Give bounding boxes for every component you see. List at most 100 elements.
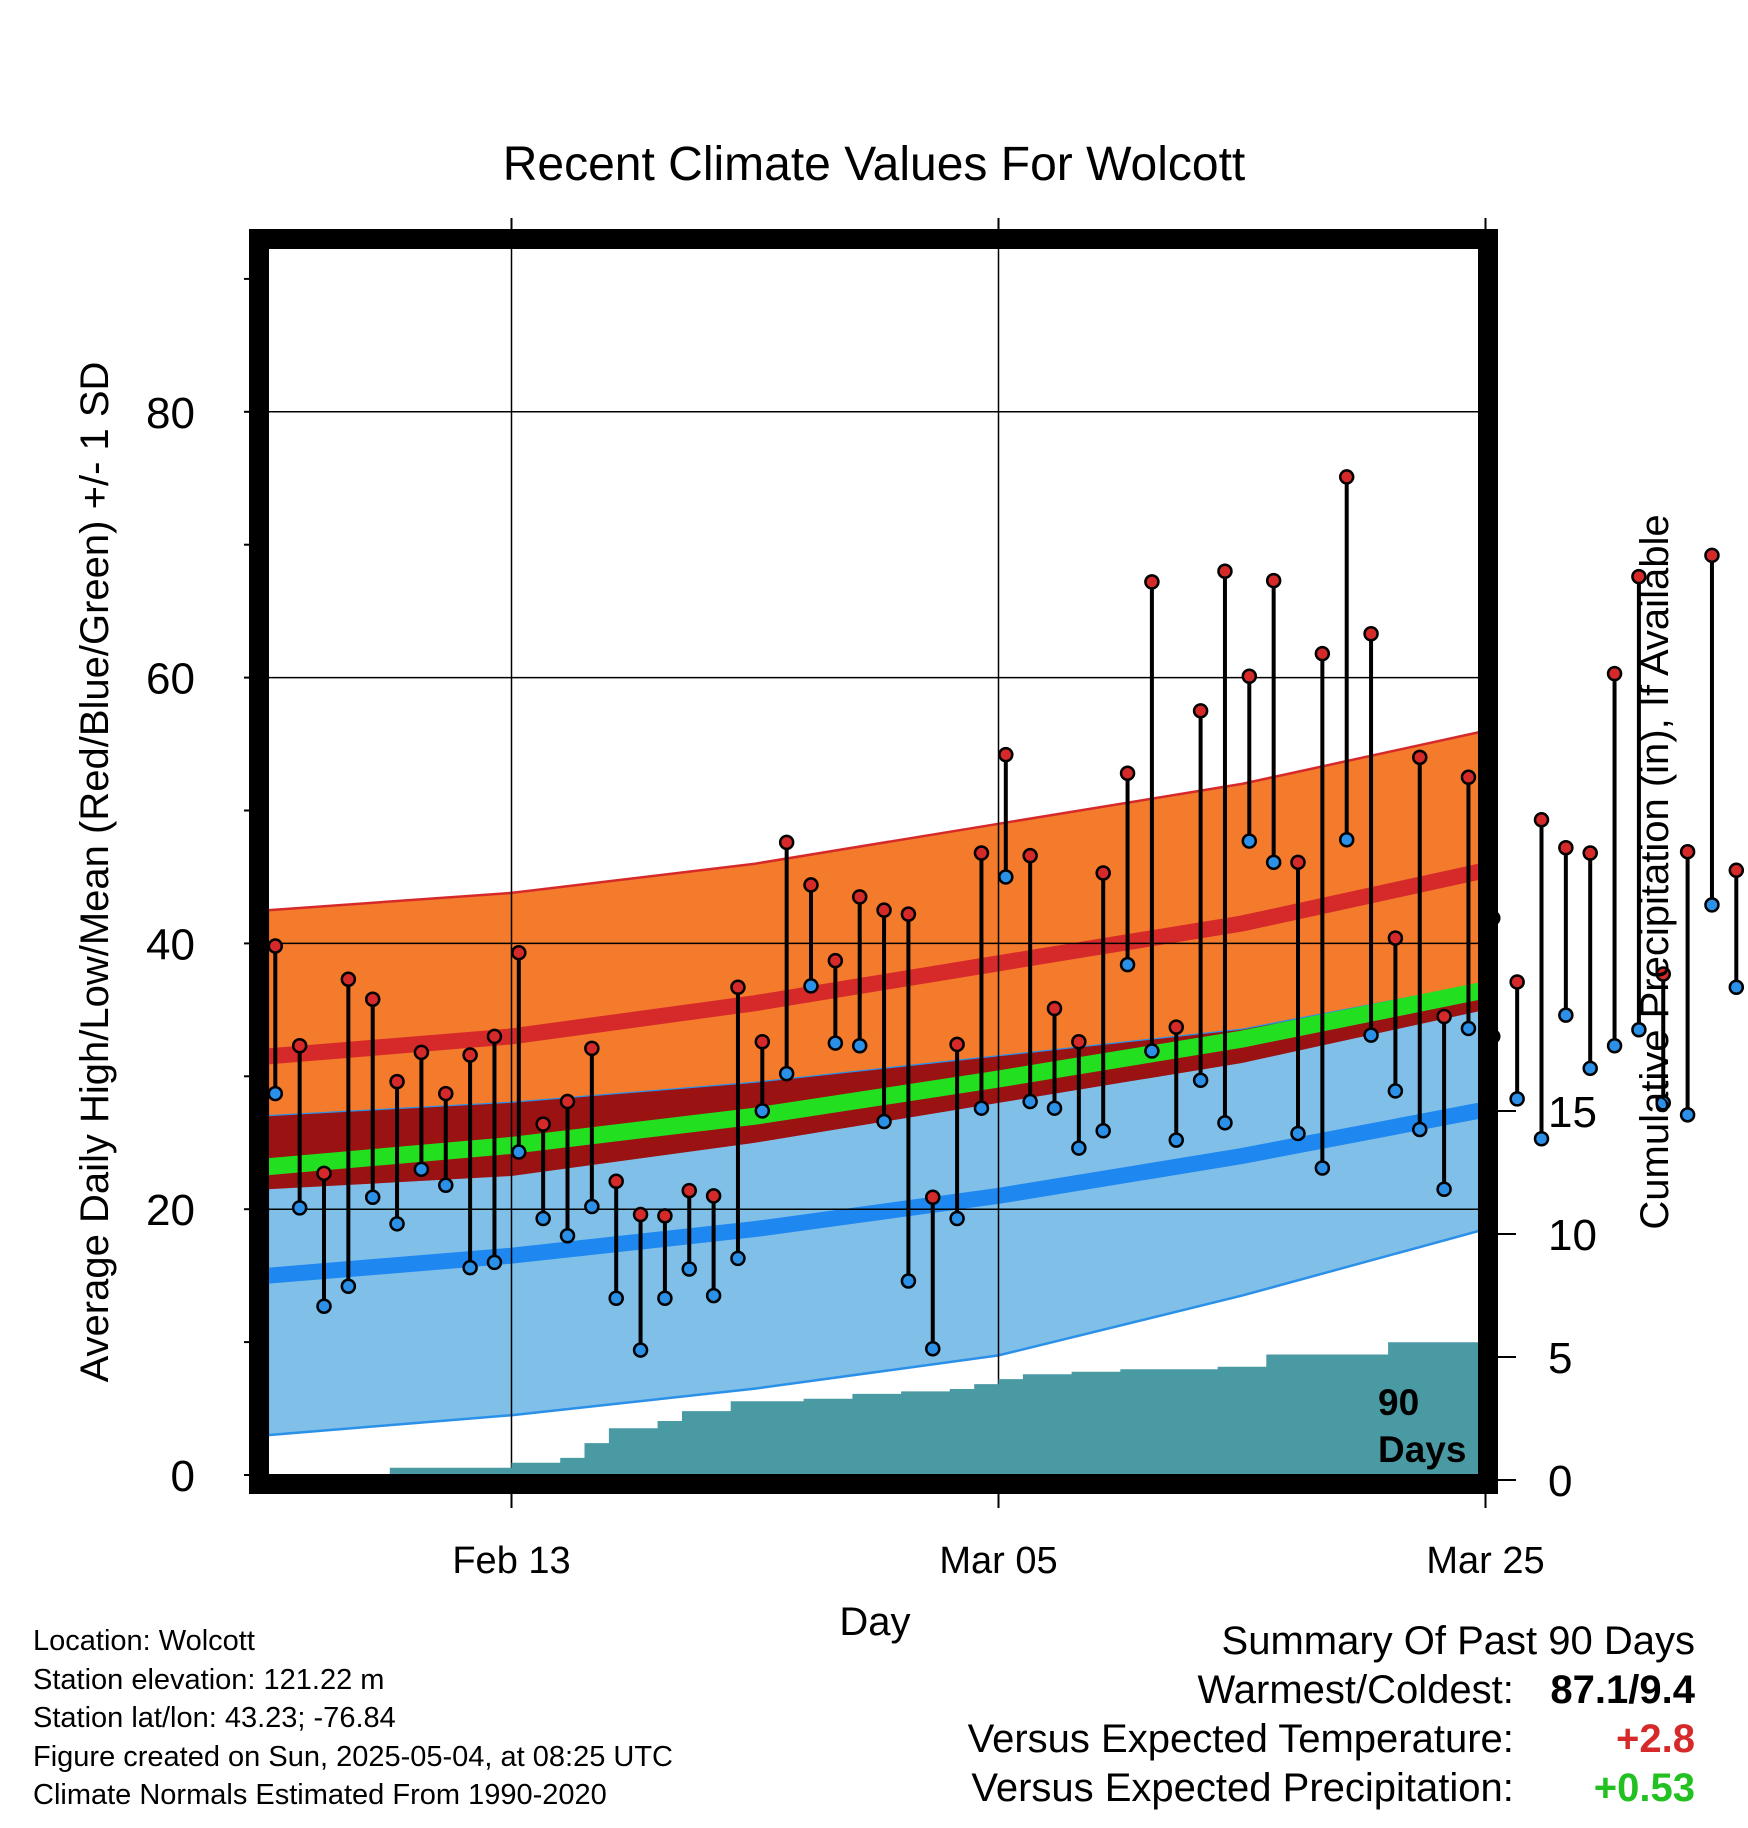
daily-high-point <box>1436 1008 1452 1025</box>
daily-low-point <box>681 1261 698 1277</box>
precip-value: +0.53 <box>1593 1766 1695 1810</box>
daily-high-point <box>462 1047 478 1063</box>
daily-low-point <box>340 1278 357 1295</box>
daily-stems <box>273 476 1739 1351</box>
daily-low-point <box>1265 854 1282 871</box>
daily-low-point <box>1533 1131 1550 1147</box>
daily-high-point <box>681 1182 698 1199</box>
daily-high-point <box>973 845 990 861</box>
daily-low-point <box>827 1035 844 1051</box>
daily-high-point <box>1168 1019 1185 1035</box>
daily-low-point <box>1071 1140 1087 1156</box>
daily-high-point <box>876 902 892 918</box>
precip-area-group <box>389 1342 1482 1478</box>
daily-low-point <box>1655 1095 1672 1111</box>
daily-low-point <box>1582 1060 1598 1077</box>
daily-low-point <box>1728 979 1745 996</box>
daily-low-point <box>1022 1093 1038 1110</box>
daily-high-point <box>1217 563 1233 580</box>
daily-low-point <box>364 1189 381 1205</box>
daily-high-point <box>851 889 868 905</box>
summary-temp-row: Versus Expected Temperature: +2.8 <box>968 1715 1695 1764</box>
daily-low-point <box>1509 1091 1525 1107</box>
daily-low-point <box>559 1228 576 1244</box>
daily-low-point <box>1095 1123 1111 1139</box>
daily-low-point <box>1290 1125 1306 1142</box>
station-info: Location: Wolcott Station elevation: 121… <box>33 1622 673 1815</box>
daily-high-point <box>803 877 819 893</box>
daily-high-point <box>754 1033 771 1050</box>
y2-tick-label: 15 <box>1548 1088 1597 1137</box>
daily-low-point <box>1046 1100 1063 1116</box>
daily-high-point <box>389 1073 405 1090</box>
daily-low-point <box>1679 1107 1696 1123</box>
low-mean-line <box>267 1102 1482 1284</box>
daily-high-point <box>1119 765 1136 782</box>
daily-low-point <box>511 1144 527 1160</box>
daily-high-point <box>1460 769 1477 786</box>
created-text: Figure created on Sun, 2025-05-04, at 08… <box>33 1740 673 1773</box>
warmest-label: Warmest/Coldest: <box>1197 1668 1514 1712</box>
daily-low-point <box>1168 1132 1185 1148</box>
x-tick-label: Mar 25 <box>1426 1540 1544 1582</box>
daily-low-point <box>389 1216 405 1232</box>
daily-high-point <box>1509 974 1525 990</box>
y2-tick-label: 10 <box>1548 1211 1597 1260</box>
daily-high-point <box>827 952 844 969</box>
daily-low-point <box>973 1100 990 1116</box>
daily-low-point <box>1363 1027 1379 1043</box>
y2-tick-label: 0 <box>1548 1457 1572 1506</box>
daily-low-point <box>462 1259 478 1276</box>
y-tick-label: 0 <box>171 1452 195 1501</box>
daily-low-point <box>1704 897 1720 913</box>
daily-high-point <box>413 1044 430 1061</box>
y-tick-label: 80 <box>146 389 195 438</box>
daily-high-point <box>1265 572 1282 589</box>
y-axis-label: Average Daily High/Low/Mean (Red/Blue/Gr… <box>73 362 117 1383</box>
daily-low-point <box>413 1161 430 1178</box>
temp-label: Versus Expected Temperature: <box>967 1717 1514 1761</box>
high-mean-line <box>267 862 1482 1065</box>
daily-high-point <box>705 1188 722 1204</box>
daily-low-point <box>925 1340 941 1357</box>
daily-high-point <box>657 1208 673 1224</box>
daily-low-point <box>730 1250 746 1267</box>
daily-low-point <box>267 1085 284 1102</box>
daily-high-point <box>608 1173 624 1190</box>
daily-low-point <box>291 1200 308 1216</box>
summary-warmest-row: Warmest/Coldest: 87.1/9.4 <box>968 1666 1696 1715</box>
daily-high-point <box>559 1093 576 1110</box>
daily-high-point <box>364 991 381 1007</box>
today-days-label-1: 90 <box>1378 1382 1419 1423</box>
summary-heading: Summary Of Past 90 Days <box>1221 1619 1695 1663</box>
daily-high-point <box>1071 1033 1087 1050</box>
location-text: Location: Wolcott <box>33 1625 255 1657</box>
daily-low-point <box>608 1290 624 1306</box>
daily-high-point <box>925 1189 941 1205</box>
daily-high-point <box>1655 966 1672 982</box>
warmest-value: 87.1/9.4 <box>1550 1668 1695 1712</box>
frame-group <box>249 229 1498 1494</box>
daily-low-point <box>632 1342 649 1358</box>
y2-tick-label: 5 <box>1548 1334 1572 1383</box>
daily-high-point <box>1022 847 1038 864</box>
cumulative-precip-area <box>389 1342 1482 1478</box>
elevation-text: Station elevation: 121.22 m <box>33 1663 385 1696</box>
daily-high-point <box>1679 843 1696 860</box>
daily-low-point <box>316 1298 332 1314</box>
chart-title: Recent Climate Values For Wolcott <box>503 138 1246 191</box>
daily-high-point <box>1363 625 1379 642</box>
daily-high-point <box>778 834 795 851</box>
x-tick-label: Mar 05 <box>939 1540 1057 1582</box>
daily-high-point <box>1533 812 1550 828</box>
daily-low-point <box>1606 1037 1623 1054</box>
daily-low-point <box>1241 833 1258 849</box>
daily-high-point <box>632 1206 649 1223</box>
y-tick-label: 20 <box>146 1186 195 1235</box>
daily-high-point <box>1144 574 1160 590</box>
daily-high-point <box>1606 665 1623 682</box>
summary-panel: Summary Of Past 90 Days Warmest/Coldest:… <box>968 1617 1695 1813</box>
daily-low-point <box>1192 1072 1209 1089</box>
daily-high-point <box>1558 839 1574 856</box>
